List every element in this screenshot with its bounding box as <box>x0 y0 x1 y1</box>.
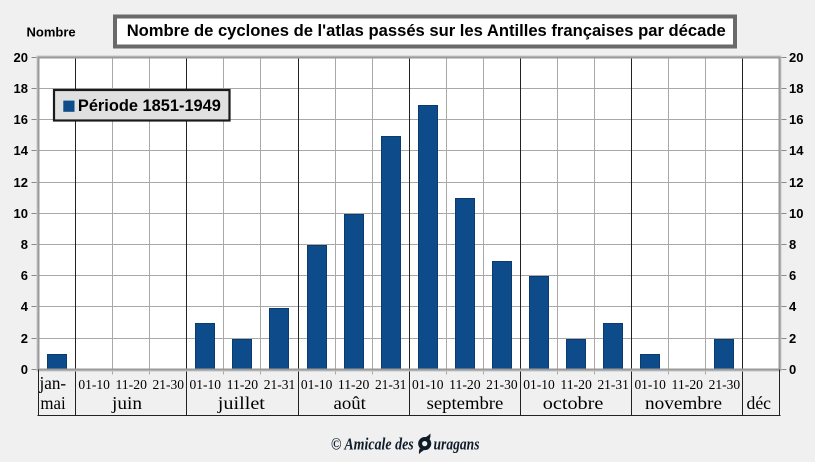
svg-text:11-20: 11-20 <box>672 378 704 393</box>
svg-text:juin: juin <box>111 393 142 413</box>
svg-text:21-30: 21-30 <box>709 378 741 393</box>
svg-text:Nombre de cyclones de l'atlas: Nombre de cyclones de l'atlas passés sur… <box>127 21 726 40</box>
svg-text:8: 8 <box>789 237 796 252</box>
svg-text:4: 4 <box>21 299 29 314</box>
svg-text:8: 8 <box>21 237 28 252</box>
svg-text:6: 6 <box>21 268 28 283</box>
svg-text:12: 12 <box>14 175 28 190</box>
svg-text:20: 20 <box>14 50 28 65</box>
svg-text:novembre: novembre <box>645 393 722 413</box>
svg-text:Période 1851-1949: Période 1851-1949 <box>78 96 221 115</box>
svg-text:01-10: 01-10 <box>301 378 333 393</box>
svg-text:octobre: octobre <box>543 393 604 413</box>
svg-text:© Amicale des: © Amicale des <box>331 434 414 453</box>
svg-text:01-10: 01-10 <box>634 378 666 393</box>
svg-text:11-20: 11-20 <box>115 378 147 393</box>
svg-text:août: août <box>334 393 367 413</box>
svg-text:0: 0 <box>789 362 796 377</box>
svg-text:21-30: 21-30 <box>486 378 518 393</box>
svg-text:0: 0 <box>21 362 28 377</box>
svg-text:14: 14 <box>14 143 29 158</box>
svg-text:6: 6 <box>789 268 796 283</box>
svg-text:10: 10 <box>789 206 803 221</box>
svg-text:déc: déc <box>747 393 772 413</box>
svg-text:01-10: 01-10 <box>190 378 222 393</box>
svg-text:uragans: uragans <box>434 434 480 453</box>
svg-text:2: 2 <box>21 331 28 346</box>
svg-text:14: 14 <box>789 143 804 158</box>
svg-text:01-10: 01-10 <box>412 378 444 393</box>
svg-text:10: 10 <box>14 206 28 221</box>
svg-text:16: 16 <box>14 112 28 127</box>
svg-text:12: 12 <box>789 175 803 190</box>
svg-text:18: 18 <box>14 81 28 96</box>
svg-text:21-30: 21-30 <box>153 378 185 393</box>
svg-text:11-20: 11-20 <box>227 378 259 393</box>
svg-text:jan-: jan- <box>39 373 67 393</box>
svg-text:11-20: 11-20 <box>338 378 370 393</box>
svg-text:septembre: septembre <box>427 393 504 413</box>
svg-text:20: 20 <box>789 50 803 65</box>
svg-text:mai: mai <box>40 393 65 413</box>
svg-text:21-31: 21-31 <box>264 378 296 393</box>
svg-text:21-31: 21-31 <box>375 378 407 393</box>
svg-text:01-10: 01-10 <box>523 378 555 393</box>
svg-text:18: 18 <box>789 81 803 96</box>
svg-text:Nombre: Nombre <box>27 25 76 40</box>
svg-text:21-31: 21-31 <box>597 378 629 393</box>
svg-text:01-10: 01-10 <box>78 378 110 393</box>
svg-text:11-20: 11-20 <box>449 378 481 393</box>
svg-text:juillet: juillet <box>217 393 265 413</box>
svg-text:2: 2 <box>789 331 796 346</box>
svg-text:16: 16 <box>789 112 803 127</box>
svg-text:4: 4 <box>789 299 797 314</box>
svg-text:11-20: 11-20 <box>560 378 592 393</box>
